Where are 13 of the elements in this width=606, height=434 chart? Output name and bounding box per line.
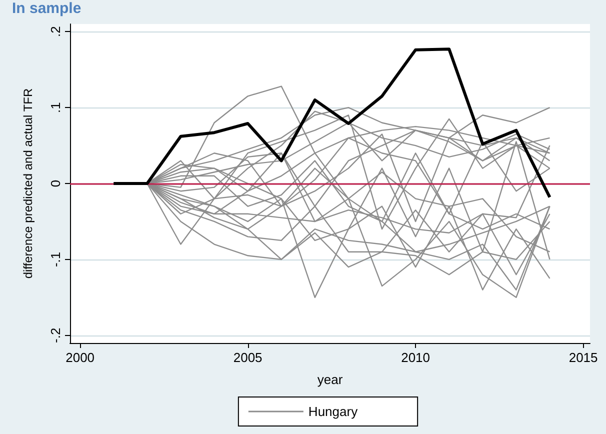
chart-title: In sample	[12, 0, 82, 17]
x-tick-label: 2000	[66, 350, 95, 365]
x-axis-title: year	[317, 372, 344, 387]
x-tick-label: 2010	[401, 350, 430, 365]
y-tick-label: -.1	[48, 252, 63, 268]
x-tick-label: 2015	[568, 350, 598, 365]
y-axis-title: difference predicted and actual TFR	[21, 88, 35, 279]
y-tick-label: .1	[48, 102, 63, 113]
y-tick-label: -.2	[48, 328, 63, 343]
y-tick-label: .2	[48, 26, 63, 38]
legend-label: Hungary	[308, 404, 358, 419]
x-tick-label: 2005	[233, 350, 262, 365]
y-tick-label: 0	[48, 180, 63, 188]
